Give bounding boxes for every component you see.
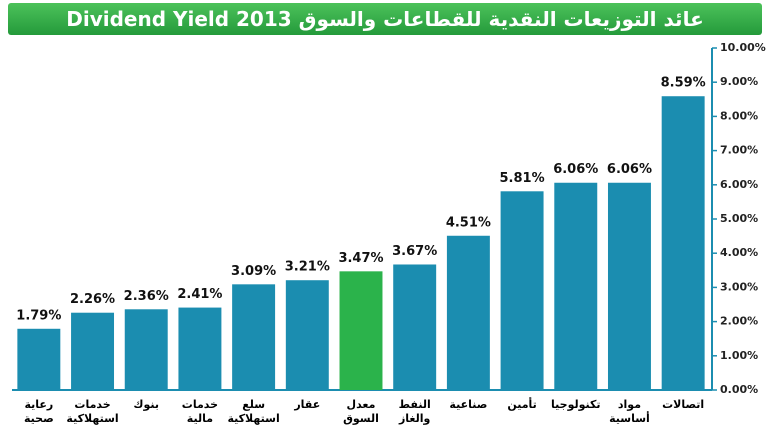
bar	[554, 182, 598, 390]
y-tick-label: 9.00%	[720, 75, 758, 88]
value-label: 2.26%	[70, 292, 115, 307]
chart-title: عائد التوزيعات النقدية للقطاعات والسوق D…	[8, 3, 762, 35]
value-label: 8.59%	[661, 76, 706, 91]
x-tick-label: رعاية صحية	[23, 398, 54, 425]
value-label: 6.06%	[553, 162, 598, 177]
value-label: 3.47%	[338, 251, 383, 266]
bar	[17, 328, 61, 390]
x-tick-label: بنوك	[133, 398, 160, 411]
bar	[661, 96, 705, 391]
bar	[446, 235, 490, 390]
bar	[393, 264, 437, 390]
y-tick-label: 2.00%	[720, 315, 758, 328]
value-label: 3.09%	[231, 264, 276, 279]
bar	[178, 307, 222, 390]
y-tick-label: 10.00%	[720, 41, 766, 54]
x-tick-label: صناعية	[449, 398, 488, 411]
x-tick-label: اتصالات	[662, 398, 705, 411]
bar	[71, 312, 115, 390]
y-tick-label: 5.00%	[720, 212, 758, 225]
value-label: 3.21%	[285, 260, 330, 275]
value-label: 2.36%	[124, 289, 169, 304]
y-tick-label: 1.00%	[720, 349, 758, 362]
value-label: 5.81%	[500, 171, 545, 186]
y-tick-label: 3.00%	[720, 280, 758, 293]
x-tick-label: تكنولوجيا	[551, 398, 601, 411]
bar	[607, 182, 651, 390]
value-label: 4.51%	[446, 215, 491, 230]
value-label: 1.79%	[16, 308, 61, 323]
y-tick-label: 4.00%	[720, 246, 758, 259]
x-tick-label: النفط والغاز	[398, 398, 431, 425]
y-tick-label: 7.00%	[720, 144, 758, 157]
x-tick-label: معدل السوق	[343, 398, 379, 425]
x-tick-label: مواد أساسية	[609, 398, 650, 425]
bar	[124, 309, 168, 390]
bar	[232, 284, 276, 390]
y-tick-label: 6.00%	[720, 178, 758, 191]
x-tick-label: تأمين	[507, 398, 537, 411]
x-tick-label: عقار	[294, 398, 321, 411]
value-label: 3.67%	[392, 244, 437, 259]
x-tick-label: خدمات مالية	[181, 398, 219, 425]
x-tick-label: خدمات استهلاكية	[66, 398, 119, 425]
value-label: 2.41%	[177, 287, 222, 302]
bar	[339, 271, 383, 390]
bar	[285, 280, 329, 390]
x-tick-label: سلع استهلاكية	[227, 398, 280, 425]
bar	[500, 191, 544, 390]
y-tick-label: 0.00%	[720, 383, 758, 396]
y-tick-label: 8.00%	[720, 109, 758, 122]
value-label: 6.06%	[607, 162, 652, 177]
